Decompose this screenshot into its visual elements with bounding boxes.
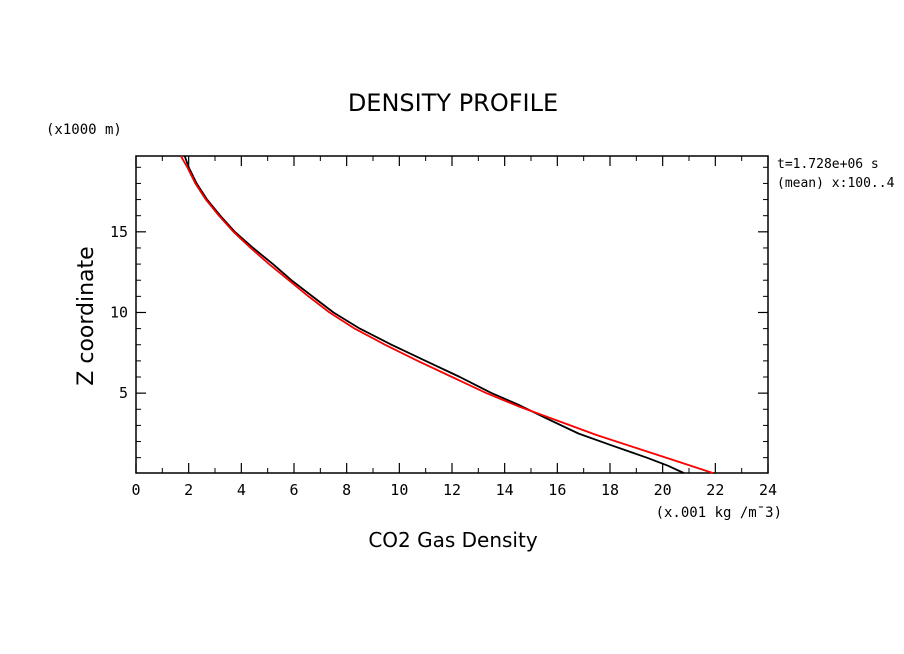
series-line-1	[183, 155, 685, 474]
x-tick-label: 0	[131, 481, 140, 499]
x-tick-label: 18	[601, 481, 619, 499]
y-tick-labels: 5 10 15	[110, 223, 128, 402]
x-tick-label: 8	[342, 481, 351, 499]
x-tick-label: 16	[548, 481, 566, 499]
x-tick-label: 10	[390, 481, 408, 499]
annotation-mean: (mean) x:100..4	[777, 176, 895, 191]
x-tick-label: 24	[759, 481, 777, 499]
x-tick-label: 6	[289, 481, 298, 499]
x-tick-label: 22	[706, 481, 724, 499]
series-line-2	[180, 155, 713, 474]
axis-ticks	[135, 156, 769, 473]
y-axis-units: (x1000 m)	[46, 122, 122, 138]
series-lines	[180, 155, 713, 474]
plot-frame	[135, 155, 769, 474]
y-tick-label: 15	[110, 223, 128, 241]
x-axis-units: (x.001 kg /m¯3)	[656, 505, 782, 521]
x-tick-label: 12	[443, 481, 461, 499]
x-tick-label: 2	[184, 481, 193, 499]
x-tick-label: 20	[654, 481, 672, 499]
x-tick-label: 14	[496, 481, 514, 499]
y-tick-label: 5	[119, 384, 128, 402]
annotation-time: t=1.728e+06 s	[777, 157, 879, 172]
y-axis-label: Z coordinate	[74, 246, 99, 385]
y-tick-label: 10	[110, 303, 128, 321]
x-axis-label: CO2 Gas Density	[368, 528, 538, 552]
x-tick-labels: 0 2 4 6 8 10 12 14 16 18 20 22 24	[131, 481, 777, 499]
x-tick-label: 4	[237, 481, 246, 499]
chart-title: DENSITY PROFILE	[348, 89, 558, 117]
